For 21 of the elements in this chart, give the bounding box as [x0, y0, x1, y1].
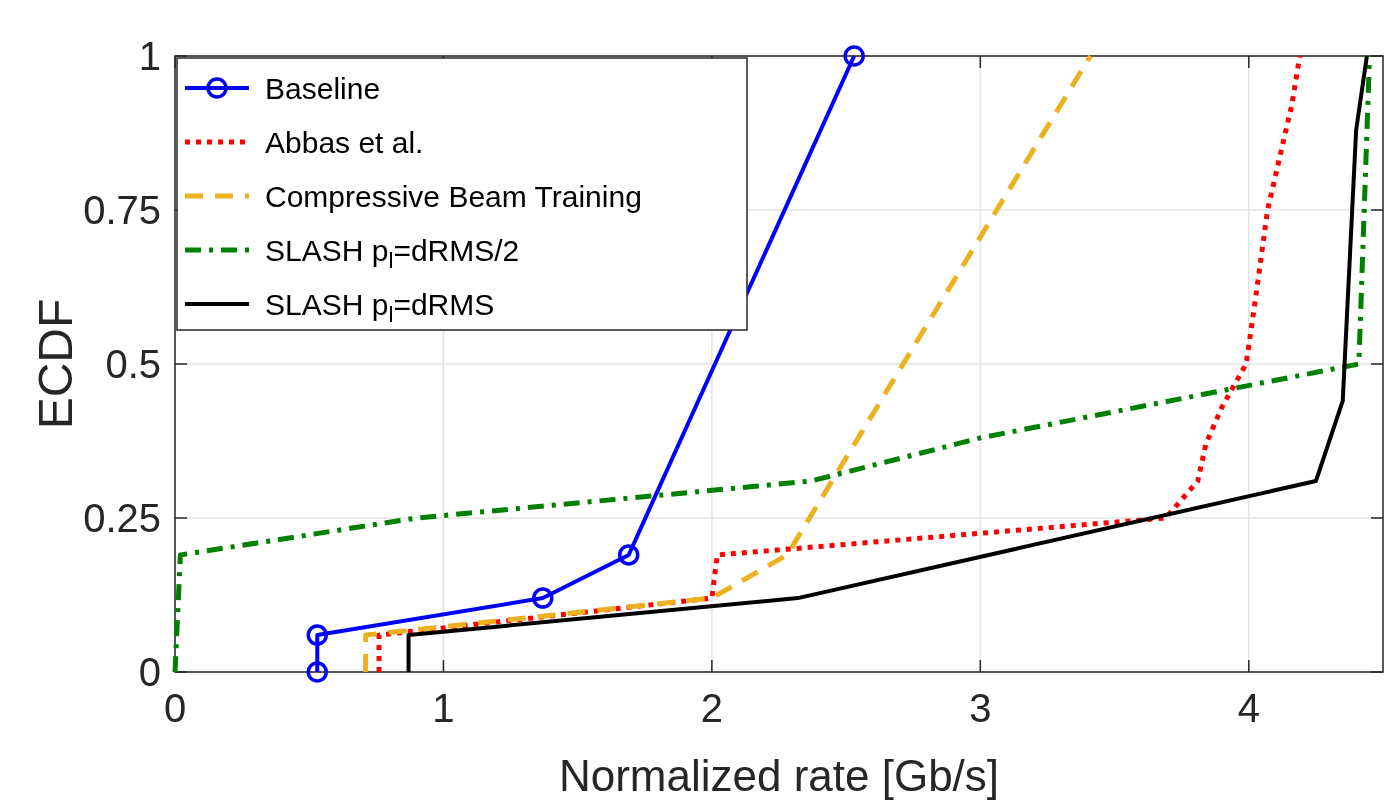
point — [306, 661, 329, 683]
point — [532, 587, 554, 609]
x-tick-label: 3 — [969, 686, 992, 730]
point — [843, 45, 865, 67]
legend-label: Abbas et al. — [265, 125, 424, 159]
y-tick-label: 0.5 — [105, 342, 161, 386]
y-axis-title: ECDF — [28, 298, 82, 430]
x-tick-label: 4 — [1237, 686, 1260, 730]
y-tick-label: 0.75 — [83, 188, 161, 232]
y-tick-label: 0.25 — [83, 496, 161, 540]
point — [306, 624, 329, 646]
legend-label: Compressive Beam Training — [265, 179, 642, 213]
point — [617, 544, 640, 566]
legend-label: Baseline — [265, 71, 381, 105]
legend-label: SLASH p$_{l}$=dRMS/2 — [265, 233, 520, 273]
legend-label: SLASH p$_{l}$=dRMS — [265, 287, 495, 327]
y-tick-label: 1 — [138, 34, 161, 78]
y-tick-label: 0 — [138, 650, 161, 694]
x-tick-label: 2 — [700, 686, 724, 730]
x-axis-title: Normalized rate [Gb/s] — [558, 751, 1000, 800]
x-tick-label: 1 — [432, 686, 455, 730]
